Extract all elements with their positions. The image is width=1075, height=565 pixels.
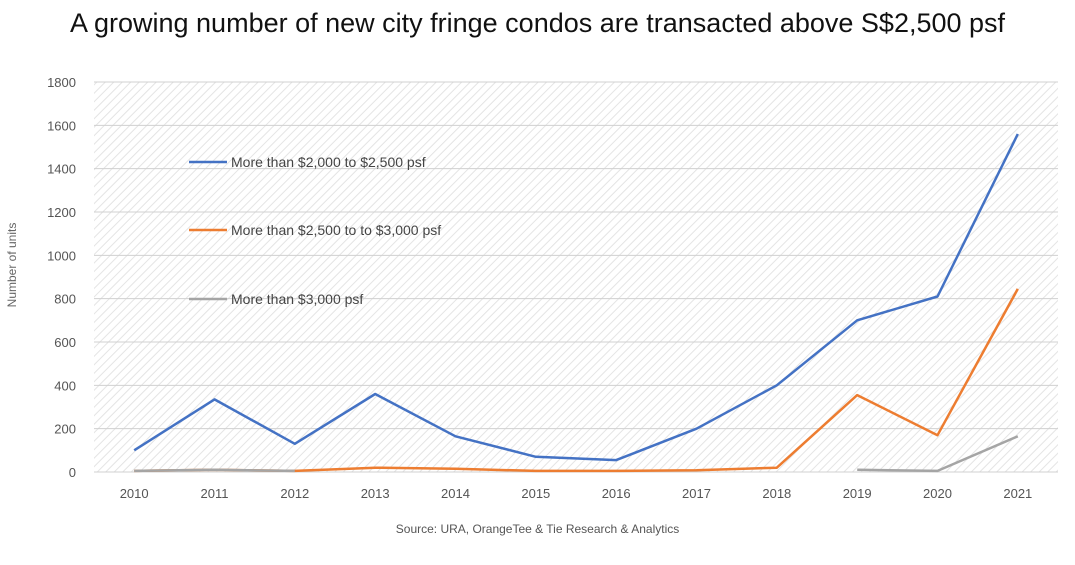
x-tick-label: 2020: [923, 486, 952, 501]
legend-label: More than $2,000 to $2,500 psf: [231, 154, 426, 170]
x-tick-label: 2021: [1003, 486, 1032, 501]
plot-area: [94, 82, 1058, 472]
x-tick-label: 2014: [441, 486, 470, 501]
x-axis-ticks: 2010 2011 2012 2013 2014 2015 2016 2017 2018 2019…: [120, 486, 1033, 501]
series-line-3: [857, 435, 1019, 473]
y-axis-ticks: 0 200 400 600 800 1000 1200 1400 1600 1800: [47, 75, 76, 480]
x-tick-label: 2015: [521, 486, 550, 501]
x-tick-label: 2013: [361, 486, 390, 501]
x-tick-label: 2018: [762, 486, 791, 501]
source-note: Source: URA, OrangeTee & Tie Research & …: [395, 522, 680, 536]
chart-title: A growing number of new city fringe cond…: [69, 8, 1006, 38]
y-tick-label: 600: [54, 335, 76, 350]
x-tick-label: 2010: [120, 486, 149, 501]
grid-lines: [94, 81, 1058, 473]
legend-label: More than $2,500 to to $3,000 psf: [231, 222, 441, 238]
x-tick-label: 2017: [682, 486, 711, 501]
y-tick-label: 200: [54, 422, 76, 437]
x-tick-label: 2016: [602, 486, 631, 501]
y-tick-label: 1200: [47, 205, 76, 220]
x-tick-label: 2019: [843, 486, 872, 501]
x-tick-label: 2011: [201, 486, 229, 501]
y-tick-label: 800: [54, 292, 76, 307]
y-tick-label: 1800: [47, 75, 76, 90]
x-tick-label: 2012: [280, 486, 309, 501]
y-tick-label: 1600: [47, 118, 76, 133]
y-tick-label: 1400: [47, 162, 76, 177]
legend: More than $2,000 to $2,500 psf More than …: [189, 154, 441, 307]
y-tick-label: 400: [54, 378, 76, 393]
legend-label: More than $3,000 psf: [231, 291, 363, 307]
series-line-3: [134, 468, 295, 473]
series-line-1: [133, 133, 1019, 462]
y-tick-label: 1000: [47, 248, 76, 263]
series-lines: [133, 133, 1019, 473]
y-tick-label: 0: [69, 465, 76, 480]
